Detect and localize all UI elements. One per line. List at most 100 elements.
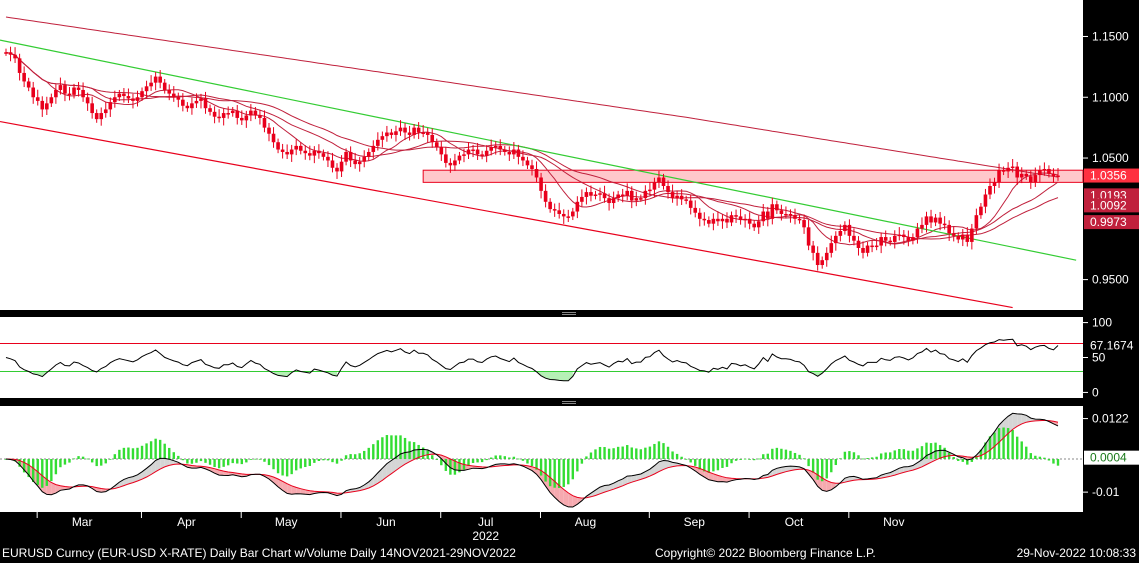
- macd-hist-bar: [675, 453, 679, 459]
- candle-body: [90, 103, 94, 114]
- candle-body: [629, 190, 634, 201]
- macd-fill-segment: [296, 487, 301, 494]
- macd-hist-bar: [648, 446, 652, 459]
- macd-hist-bar: [317, 459, 321, 461]
- panel-divider-2[interactable]: [560, 400, 578, 405]
- price-tick-label: 0.9500: [1092, 273, 1129, 287]
- macd-hist-bar: [762, 454, 765, 459]
- macd-fill-segment: [790, 466, 795, 471]
- macd-hist-bar: [417, 444, 420, 459]
- macd-fill-segment: [658, 460, 664, 472]
- candle-body: [362, 156, 367, 162]
- candle-body: [276, 142, 280, 150]
- macd-hist-bar: [440, 459, 443, 466]
- candle-body: [326, 156, 330, 161]
- candle-body: [716, 218, 720, 222]
- macd-tick-label: 0.0122: [1092, 412, 1129, 426]
- candle-body: [230, 110, 235, 114]
- macd-hist-bar: [1025, 446, 1028, 459]
- candle-body: [108, 102, 113, 110]
- candle-body: [31, 87, 36, 98]
- candle-body: [58, 85, 63, 90]
- macd-fill-segment: [1012, 413, 1018, 430]
- candle-body: [1028, 176, 1033, 183]
- downtrend-line: [0, 39, 1077, 261]
- macd-hist-bar: [970, 459, 974, 462]
- macd-hist-bar: [621, 446, 624, 459]
- macd-hist-bar: [344, 455, 348, 459]
- year-label: 2022: [472, 529, 499, 543]
- candle-body: [76, 87, 81, 90]
- channel-lower-line: [0, 120, 1013, 309]
- macd-fill-segment: [618, 478, 623, 488]
- candle-body: [489, 147, 493, 151]
- macd-hist-bar: [1038, 456, 1042, 459]
- candle-body: [997, 170, 1001, 183]
- candle-body: [616, 194, 620, 199]
- macd-fill-segment: [600, 485, 605, 494]
- macd-hist-bar: [340, 459, 343, 461]
- panel-divider-1[interactable]: [560, 311, 578, 316]
- candle-body: [54, 89, 58, 98]
- macd-fill-segment: [119, 479, 124, 488]
- macd-hist-bar: [113, 454, 117, 459]
- macd-hist-bar: [331, 459, 334, 463]
- macd-hist-bar: [558, 459, 561, 488]
- candle-body: [253, 110, 258, 116]
- candle-body: [779, 210, 784, 214]
- macd-hist-bar: [408, 441, 411, 459]
- candle-body: [85, 97, 90, 104]
- macd-hist-bar: [276, 459, 280, 474]
- macd-hist-bar: [122, 447, 126, 459]
- macd-hist-bar: [997, 428, 1001, 459]
- candle-body: [580, 196, 584, 202]
- macd-hist-bar: [716, 459, 720, 471]
- candle-body: [1051, 173, 1056, 177]
- candle-body: [561, 213, 566, 217]
- macd-hist-bar: [508, 457, 511, 459]
- macd-hist-bar: [671, 451, 674, 459]
- macd-hist-bar: [626, 445, 629, 459]
- macd-hist-last-box: [1084, 450, 1139, 465]
- macd-hist-bar: [938, 445, 942, 459]
- macd-hist-bar: [480, 459, 484, 463]
- macd-hist-bar: [22, 459, 26, 473]
- footer-description: EURUSD Curncy (EUR-USD X-RATE) Daily Bar…: [2, 546, 516, 560]
- macd-fill-segment: [831, 482, 836, 490]
- macd-hist-bar: [145, 443, 148, 459]
- macd-fill-segment: [577, 497, 582, 505]
- candle-body: [874, 245, 879, 248]
- candle-body: [149, 82, 153, 87]
- macd-hist-bar: [226, 459, 230, 466]
- candle-body: [820, 260, 825, 266]
- macd-hist-bar: [240, 459, 243, 465]
- candle-body: [335, 167, 339, 172]
- candle-body: [634, 198, 639, 201]
- candle-body: [471, 149, 475, 152]
- macd-hist-bar: [811, 459, 815, 473]
- macd-hist-bar: [435, 459, 438, 460]
- candle-body: [298, 145, 303, 151]
- candle-body: [738, 216, 743, 221]
- macd-fill-segment: [51, 482, 56, 495]
- price-tag-label: 0.9973: [1090, 215, 1127, 229]
- macd-hist-bar: [612, 448, 615, 459]
- candle-body: [280, 149, 285, 152]
- candle-body: [552, 209, 557, 211]
- macd-hist-bar: [635, 448, 638, 459]
- candle-body: [870, 245, 874, 248]
- macd-fill-segment: [708, 472, 714, 481]
- macd-hist-bar: [399, 435, 402, 459]
- macd-hist-bar: [217, 459, 221, 469]
- candle-body: [1010, 166, 1015, 169]
- candle-body: [1006, 167, 1010, 172]
- macd-fill-segment: [300, 488, 306, 495]
- macd-fill-segment: [282, 481, 288, 494]
- macd-fill-segment: [903, 466, 909, 473]
- macd-hist-bar: [59, 459, 62, 468]
- candle-body: [593, 194, 598, 197]
- candle-body: [416, 127, 421, 133]
- month-label: Apr: [177, 515, 196, 529]
- macd-fill-segment: [908, 465, 913, 472]
- candle-body: [317, 150, 321, 154]
